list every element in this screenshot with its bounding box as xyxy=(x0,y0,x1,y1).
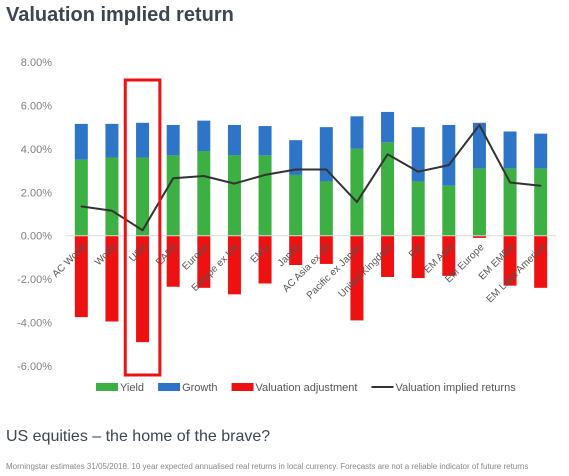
line-point xyxy=(539,184,542,187)
footnote: Morningstar estimates 31/05/2018. 10 yea… xyxy=(6,462,529,471)
line-point xyxy=(386,153,389,156)
bar-growth xyxy=(472,122,486,169)
bar-yield xyxy=(105,157,119,236)
legend-label-growth: Growth xyxy=(182,382,217,394)
bar-valuation-adjustment xyxy=(136,235,150,343)
bar-yield xyxy=(442,185,456,236)
line-point xyxy=(80,205,83,208)
bar-growth xyxy=(319,127,333,182)
bar-growth xyxy=(258,126,272,156)
bar-valuation-adjustment xyxy=(197,235,211,288)
line-point xyxy=(294,168,297,171)
bar-valuation-adjustment xyxy=(258,235,272,284)
bar-yield xyxy=(411,181,425,236)
line-point xyxy=(111,209,113,212)
bar-growth xyxy=(289,140,303,175)
line-point xyxy=(233,182,236,185)
bar-valuation-adjustment xyxy=(166,235,180,287)
bar-valuation-adjustment xyxy=(74,235,88,318)
legend-swatch-growth xyxy=(158,383,181,391)
bar-yield xyxy=(227,155,241,236)
bar-yield xyxy=(503,168,517,236)
line-point xyxy=(325,168,328,171)
bar-growth xyxy=(166,124,180,156)
bar-growth xyxy=(534,133,548,169)
bar-yield xyxy=(258,155,272,236)
chart-title: Valuation implied return xyxy=(6,4,234,26)
bar-yield xyxy=(136,157,150,236)
bar-growth xyxy=(442,124,456,186)
y-axis-ticks: 8.00% 6.00% 4.00% 2.00% 0.00% -2.00% -4.00% -6.… xyxy=(17,57,52,373)
bar-valuation-adjustment xyxy=(227,235,241,295)
bar-growth xyxy=(381,111,395,143)
bar-yield xyxy=(289,174,303,236)
y-tick-label: 2.00% xyxy=(21,187,52,199)
bar-valuation-adjustment xyxy=(534,235,548,288)
bar-valuation-adjustment xyxy=(381,235,395,277)
line-point xyxy=(509,181,511,184)
bar-yield xyxy=(166,155,180,236)
bar-valuation-adjustment xyxy=(319,235,333,264)
legend: Yield Growth Valuation adjustment Valuation… xyxy=(96,382,516,394)
line-point xyxy=(141,229,144,232)
legend-swatch-yield xyxy=(96,383,118,391)
bar-growth xyxy=(227,124,241,156)
bar-growth xyxy=(411,127,425,182)
line-point xyxy=(172,177,174,179)
line-point xyxy=(203,175,205,177)
bar-growth xyxy=(136,122,150,158)
line-layer xyxy=(80,124,542,232)
bar-valuation-adjustment xyxy=(411,235,425,279)
line-point xyxy=(356,201,358,203)
bar-yield xyxy=(472,168,486,236)
bar-growth xyxy=(350,116,364,149)
legend-label-valuation-adjustment: Valuation adjustment xyxy=(256,382,358,394)
bar-growth xyxy=(105,123,119,158)
y-tick-label: 8.00% xyxy=(21,57,52,69)
line-point xyxy=(448,164,450,166)
bar-yield xyxy=(534,168,548,236)
line-valuation-implied-returns xyxy=(81,124,541,232)
bar-valuation-adjustment xyxy=(472,235,486,238)
bar-growth xyxy=(197,120,211,152)
bar-valuation-adjustment xyxy=(503,235,517,286)
legend-label-yield: Yield xyxy=(120,382,144,394)
bar-yield xyxy=(319,181,333,236)
usa-highlight-box xyxy=(123,78,162,377)
y-tick-label: 4.00% xyxy=(21,144,52,156)
line-point xyxy=(417,170,419,173)
y-tick-label: -4.00% xyxy=(17,318,52,330)
bar-valuation-adjustment xyxy=(442,235,456,276)
bar-yield xyxy=(381,142,395,236)
bar-yield xyxy=(350,148,364,236)
legend-label-valuation-implied-returns: Valuation implied returns xyxy=(395,382,516,394)
line-point xyxy=(478,124,481,126)
chart-svg: 8.00% 6.00% 4.00% 2.00% 0.00% -2.00% -4.00% -6.… xyxy=(17,57,556,394)
bar-yield xyxy=(197,151,211,236)
bar-valuation-adjustment xyxy=(289,235,303,266)
caption: US equities – the home of the brave? xyxy=(6,428,271,445)
y-tick-label: 0.00% xyxy=(21,231,52,243)
bars-layer xyxy=(74,111,548,343)
legend-swatch-valuation-adjustment xyxy=(231,383,254,391)
y-tick-label: -2.00% xyxy=(17,274,52,286)
bar-growth xyxy=(74,123,88,160)
line-point xyxy=(264,174,266,176)
y-tick-label: -6.00% xyxy=(17,361,52,373)
bar-valuation-adjustment xyxy=(350,235,364,321)
bar-yield xyxy=(74,159,88,236)
bar-valuation-adjustment xyxy=(105,235,119,322)
bar-growth xyxy=(503,131,517,169)
y-tick-label: 6.00% xyxy=(21,100,52,112)
